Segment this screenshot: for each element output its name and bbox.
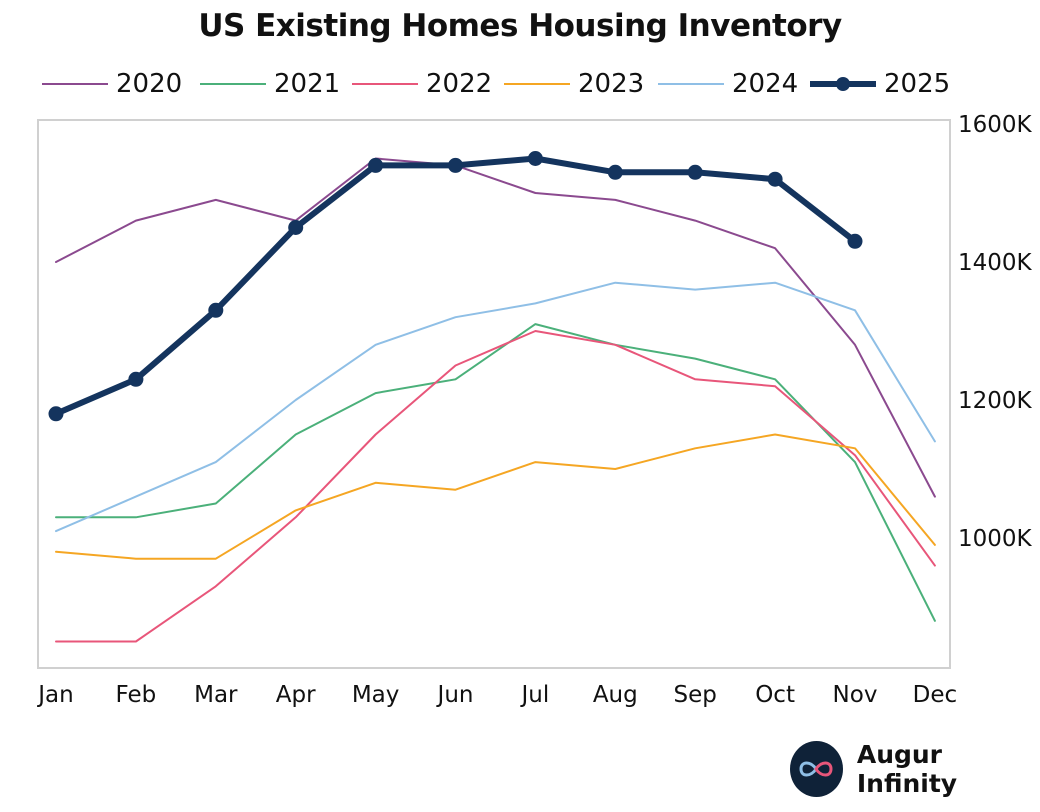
series-line-2023 [55,433,936,560]
legend-item-2021: 2021 [198,66,340,102]
data-point-2025 [847,233,863,249]
data-point-2025 [208,302,224,318]
series-line-2020 [55,157,936,498]
infinity-icon [790,741,843,797]
x-tick-label: Oct [755,682,795,708]
legend-label-2022: 2022 [426,69,493,99]
legend-label-2024: 2024 [732,69,799,99]
legend-label-2020: 2020 [116,69,183,99]
legend-label-2023: 2023 [578,69,645,99]
legend-item-2023: 2023 [502,66,644,102]
y-tick-label: 1200K [958,388,1033,414]
x-tick-label: Feb [116,682,157,708]
y-tick-label: 1600K [958,112,1033,138]
legend-label-2025: 2025 [884,69,951,99]
x-tick-label: Aug [593,682,638,708]
legend-item-2024: 2024 [656,66,798,102]
legend-swatch-2024 [658,83,724,85]
x-tick-label: Nov [833,682,878,708]
x-tick-label: Dec [913,682,958,708]
data-point-2025 [527,151,543,166]
x-tick-label: Apr [276,682,316,708]
data-point-2025 [48,406,64,422]
chart-title: US Existing Homes Housing Inventory [198,8,842,44]
x-tick-label: Sep [674,682,717,708]
y-tick-label: 1400K [958,250,1033,276]
data-point-2025 [448,157,463,173]
data-point-2025 [687,164,703,180]
legend-swatch-2020 [42,83,108,85]
x-tick-label: Mar [194,682,238,708]
x-tick-label: May [352,682,400,708]
legend-swatch-2025 [810,77,876,91]
legend-item-2025: 2025 [808,66,950,102]
x-tick-label: Jan [36,682,73,708]
brand-name: Augur Infinity [856,740,958,798]
legend-swatch-2022 [352,83,418,85]
series-line-2022 [55,330,936,643]
plot-area-border [37,119,951,669]
data-point-2025 [767,171,783,187]
data-point-2025 [288,220,304,235]
legend-swatch-2021 [200,83,266,85]
legend-item-2020: 2020 [40,66,182,102]
data-point-2025 [128,371,144,387]
data-point-2025 [368,157,384,173]
legend-item-2022: 2022 [350,66,492,102]
brand: Augur Infinity [790,740,1040,798]
y-tick-label: 1000K [958,526,1033,552]
legend-swatch-2023 [504,83,570,85]
legend-label-2021: 2021 [274,69,341,99]
series-line-2021 [55,323,936,622]
series-line-2024 [55,281,936,533]
chart-legend: 2020 2021 2022 2023 2024 2025 [40,66,1000,102]
data-point-2025 [607,164,623,180]
x-tick-label: Jun [436,682,474,708]
x-tick-label: Jul [520,682,550,708]
